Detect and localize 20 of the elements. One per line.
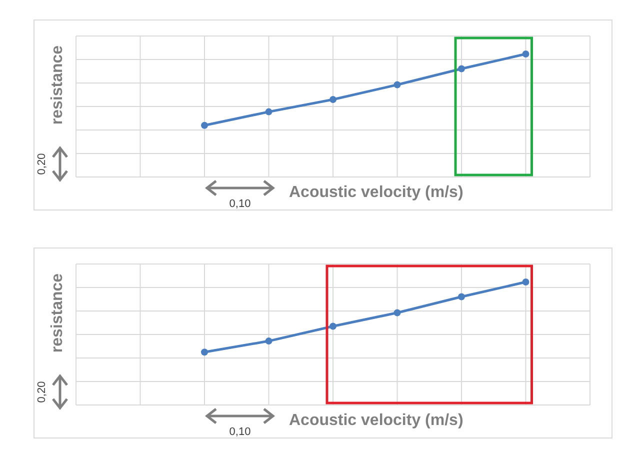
- x-axis-title: Acoustic velocity (m/s): [289, 184, 464, 201]
- point: [458, 65, 465, 72]
- point: [394, 81, 401, 88]
- point: [265, 108, 272, 116]
- point: [201, 348, 208, 356]
- point: [201, 122, 208, 129]
- text: 0,10: [229, 426, 251, 438]
- text: 0,10: [229, 198, 251, 210]
- y-axis-title: resistance: [49, 273, 66, 353]
- y-axis-title: resistance: [49, 45, 66, 125]
- point: [522, 50, 530, 58]
- point: [394, 309, 401, 316]
- point: [458, 293, 465, 300]
- point: [522, 278, 530, 286]
- x-axis-title: Acoustic velocity (m/s): [289, 412, 464, 429]
- point: [265, 338, 272, 345]
- text: 0,20: [36, 153, 48, 175]
- point: [330, 322, 336, 330]
- text: 0,20: [36, 381, 48, 403]
- point: [330, 96, 336, 104]
